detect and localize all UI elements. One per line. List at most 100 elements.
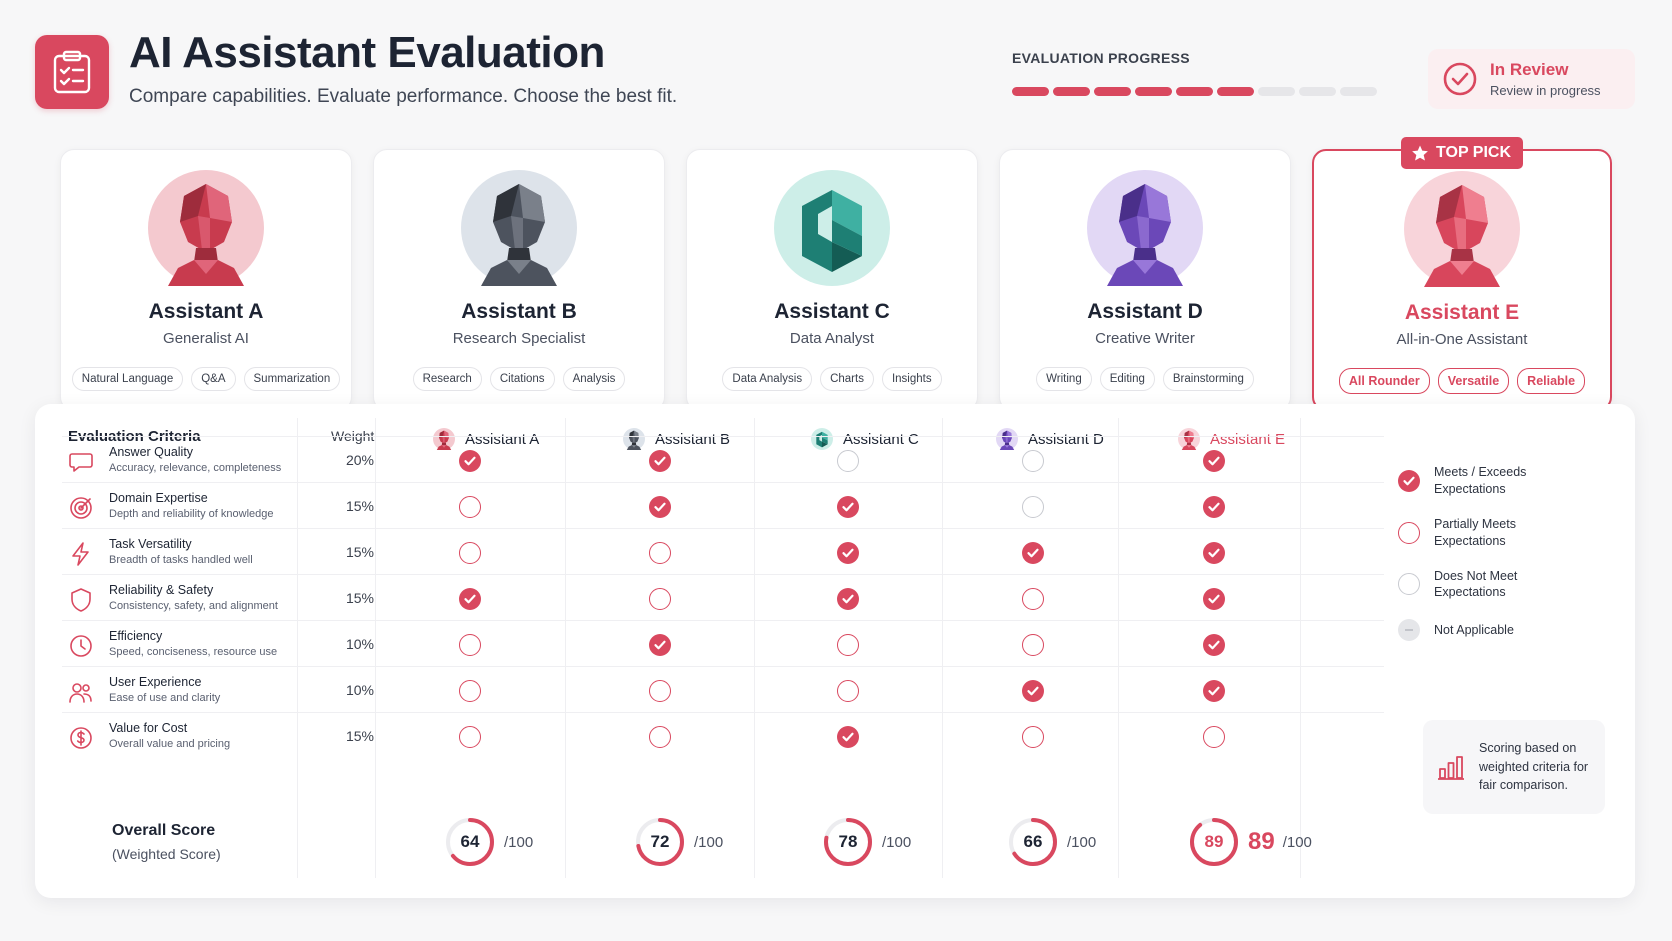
capability-tag: Brainstorming <box>1162 367 1254 391</box>
capability-tag: Data Analysis <box>722 367 813 391</box>
assistant-role: Data Analyst <box>789 330 875 347</box>
column-header-label: Assistant B <box>655 430 731 448</box>
criteria-weight: 15% <box>345 544 375 560</box>
score-max: /100 <box>882 833 912 851</box>
criteria-weight: 20% <box>345 452 375 468</box>
criteria-row: User Experience Ease of use and clarity … <box>62 666 1384 714</box>
criteria-description: Consistency, safety, and alignment <box>109 600 278 612</box>
rating-mark-full <box>649 450 671 472</box>
assistant-card-b[interactable]: Assistant B Research Specialist Research… <box>373 149 665 411</box>
rating-mark-full <box>649 496 671 518</box>
progress-segment <box>1012 87 1049 96</box>
legend-item-na: Not Applicable <box>1398 619 1544 642</box>
capability-tag: Reliable <box>1517 368 1586 394</box>
capability-tag: Charts <box>820 367 874 391</box>
criteria-row: Task Versatility Breadth of tasks handle… <box>62 528 1384 576</box>
rating-mark-none <box>1022 496 1044 518</box>
score-ring: 89 <box>1188 816 1240 868</box>
legend-label: Not Applicable <box>1434 622 1514 637</box>
legend-mark <box>1398 521 1420 544</box>
rating-mark-empty <box>459 634 481 656</box>
column-divider <box>375 418 376 878</box>
progress-segment <box>1340 87 1377 96</box>
capability-tag: Citations <box>489 367 555 391</box>
legend-label: Does Not Meet Expectations <box>1434 568 1518 600</box>
rating-mark-empty <box>649 726 671 748</box>
legend-mark <box>1398 619 1420 642</box>
score-value: 64 <box>460 832 480 851</box>
assistant-name: Assistant C <box>774 300 890 323</box>
criteria-name: Task Versatility <box>109 537 192 551</box>
score-value: 89 <box>1204 832 1224 851</box>
assistant-avatar <box>1404 171 1520 287</box>
score-value-large: 89 <box>1248 828 1275 855</box>
score-value: 66 <box>1023 832 1043 851</box>
column-divider <box>1300 418 1301 878</box>
criteria-row: Reliability & Safety Consistency, safety… <box>62 574 1384 622</box>
criteria-description: Depth and reliability of knowledge <box>109 508 274 520</box>
criteria-row: Value for Cost Overall value and pricing… <box>62 712 1384 760</box>
evaluation-table-panel: Evaluation Criteria Weight Overall Score… <box>35 404 1635 898</box>
rating-mark-empty <box>1203 726 1225 748</box>
rating-mark-full <box>1203 680 1225 702</box>
score-value: 72 <box>650 832 670 851</box>
rating-mark-full <box>837 542 859 564</box>
legend-item-full: Meets / Exceeds Expectations <box>1398 464 1544 498</box>
target-icon <box>70 497 92 519</box>
top-pick-badge: TOP PICK <box>1401 137 1523 169</box>
progress-segment <box>1053 87 1090 96</box>
column-header-label: Assistant A <box>465 430 540 448</box>
column-header-assistant-e: Assistant E <box>1178 428 1285 450</box>
overall-score-subtitle: (Weighted Score) <box>112 846 221 862</box>
capability-tag: Insights <box>881 367 942 391</box>
column-header-assistant-c: Assistant C <box>811 428 919 450</box>
capability-tag: Versatile <box>1437 368 1510 394</box>
score-max: /100 <box>504 833 534 851</box>
column-divider <box>565 418 566 878</box>
rating-mark-empty <box>459 496 481 518</box>
assistant-role: All-in-One Assistant <box>1396 331 1528 348</box>
rating-mark-full <box>1022 542 1044 564</box>
rating-mark-empty <box>649 588 671 610</box>
clipboard-checklist-icon <box>35 35 109 109</box>
column-divider <box>754 418 755 878</box>
rating-mark-full <box>1203 588 1225 610</box>
overall-score-a: 64 /100 <box>444 816 533 868</box>
page-subtitle: Compare capabilities. Evaluate performan… <box>129 86 678 107</box>
assistant-avatar <box>1087 170 1203 286</box>
criteria-row: Domain Expertise Depth and reliability o… <box>62 482 1384 530</box>
progress-segment <box>1299 87 1336 96</box>
criteria-name: Domain Expertise <box>109 491 208 505</box>
assistant-card-d[interactable]: Assistant D Creative Writer Writing Editi… <box>999 149 1291 411</box>
legend-mark <box>1398 469 1420 492</box>
rating-mark-full <box>1203 450 1225 472</box>
criteria-description: Ease of use and clarity <box>109 692 221 704</box>
rating-mark-empty <box>1022 588 1044 610</box>
criteria-name: User Experience <box>109 675 202 689</box>
dollar-icon <box>70 727 92 749</box>
assistant-card-e[interactable]: TOP PICK Assistant E All-in-One Assistan… <box>1312 137 1612 411</box>
assistant-card-a[interactable]: Assistant A Generalist AI Natural Langua… <box>60 149 352 411</box>
criteria-weight: 15% <box>345 498 375 514</box>
capability-tag: All Rounder <box>1338 368 1430 394</box>
column-header-label: Assistant C <box>843 430 919 448</box>
assistant-cards: Assistant A Generalist AI Natural Langua… <box>60 137 1612 411</box>
scoring-note: Scoring based on weighted criteria for f… <box>1423 720 1605 814</box>
overall-score-c: 78 /100 <box>822 816 911 868</box>
rating-mark-empty <box>649 542 671 564</box>
overall-score-d: 66 /100 <box>1007 816 1096 868</box>
status-card[interactable]: In Review Review in progress <box>1428 49 1635 109</box>
score-max: /100 <box>1067 833 1097 851</box>
rating-mark-full <box>1203 634 1225 656</box>
legend-item-none: Does Not Meet Expectations <box>1398 568 1544 602</box>
progress-segment <box>1135 87 1172 96</box>
assistant-card-c[interactable]: Assistant C Data Analyst Data Analysis Ch… <box>686 149 978 411</box>
rating-mark-full <box>1203 496 1225 518</box>
rating-mark-full <box>459 450 481 472</box>
check-circle-icon <box>1443 62 1477 96</box>
assistant-name: Assistant D <box>1087 300 1203 323</box>
capability-tag: Summarization <box>243 367 341 391</box>
capability-tag: Research <box>412 367 482 391</box>
rating-mark-full <box>837 726 859 748</box>
legend-label: Meets / Exceeds Expectations <box>1434 465 1527 496</box>
